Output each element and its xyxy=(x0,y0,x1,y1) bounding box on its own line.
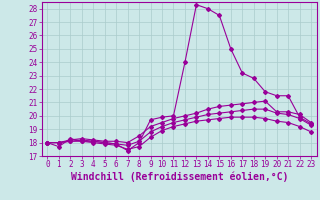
X-axis label: Windchill (Refroidissement éolien,°C): Windchill (Refroidissement éolien,°C) xyxy=(70,172,288,182)
